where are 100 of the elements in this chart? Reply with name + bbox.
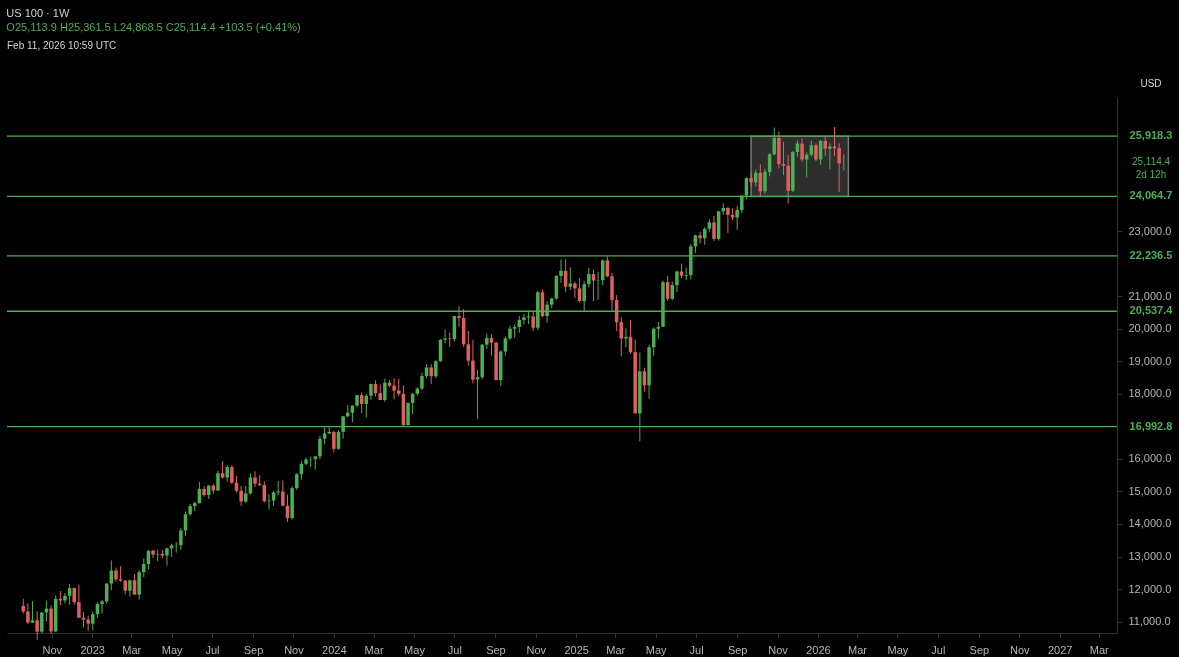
candlestick [281, 479, 285, 507]
x-tick-label: Mar [122, 643, 142, 656]
text: USD [1140, 78, 1162, 89]
candlestick [512, 324, 517, 339]
y-tick-label: 21,000.0 [1128, 289, 1172, 302]
x-tick-label: 2024 [322, 643, 347, 656]
candlestick [332, 430, 336, 453]
y-tick-label: 16,000.0 [1128, 452, 1172, 465]
candlestick [559, 258, 563, 284]
candlestick [591, 269, 596, 302]
candlestick [610, 272, 614, 311]
x-tick-label: 2027 [1047, 643, 1073, 656]
candlestick [763, 168, 767, 195]
x-tick-label: Nov [768, 643, 789, 656]
candlestick [503, 336, 508, 357]
ref-line-label: 24,064.7 [1129, 189, 1173, 202]
candlestick [832, 126, 837, 157]
ref-line-label: 22,236.5 [1129, 248, 1173, 261]
x-tick-label: May [161, 643, 183, 656]
candlestick [383, 378, 387, 403]
candlestick [216, 470, 220, 492]
x-tick-label: Sep [727, 643, 748, 656]
x-tick-label: Mar [1089, 643, 1110, 656]
chart-title: US 100 · 1W [6, 7, 70, 19]
candlestick [781, 141, 786, 176]
candlestick [137, 569, 141, 600]
candlestick [471, 339, 475, 384]
candlestick [749, 172, 753, 188]
candlestick [587, 267, 591, 288]
ref-line-label: 16,992.8 [1129, 419, 1173, 432]
candlestick [448, 332, 452, 348]
candlestick [318, 435, 322, 460]
text: 2d 12h [1135, 169, 1167, 181]
candlestick [63, 592, 67, 604]
candlestick [151, 549, 155, 559]
candlestick [443, 328, 447, 344]
candlestick [165, 547, 169, 567]
candlestick [253, 470, 257, 488]
candlestick [573, 281, 577, 299]
x-tick-label: Mar [848, 643, 868, 656]
candlestick [457, 305, 461, 328]
candlestick [735, 205, 739, 231]
candlestick [823, 136, 827, 157]
ref-line-label: 20,537.4 [1129, 304, 1174, 317]
y-tick-label: 13,000.0 [1128, 550, 1172, 563]
x-tick-label: 2023 [80, 643, 105, 656]
candlestick [429, 363, 433, 385]
candlestick [392, 377, 396, 400]
candlestick [30, 600, 35, 624]
candlestick [91, 611, 95, 631]
ref-line-label: 25,918.3 [1129, 129, 1173, 142]
candlestick [239, 485, 243, 507]
x-tick-label: May [645, 643, 668, 656]
x-tick-label: 2026 [806, 643, 831, 656]
candlestick [142, 557, 146, 578]
candlestick [712, 215, 716, 242]
x-tick-label: May [404, 643, 426, 656]
chart-subtitle: O25,113.9 H25,361.5 L24,868.5 C25,114.4 +103.5 (+0.41%) [6, 21, 301, 33]
candlestick [26, 602, 30, 625]
x-tick-label: Jul [931, 643, 946, 656]
x-tick-label: Nov [526, 643, 547, 656]
candlestick [132, 573, 137, 596]
x-tick-label: Nov [284, 643, 305, 656]
x-tick-label: Mar [606, 643, 626, 656]
x-tick-label: Jul [205, 643, 220, 656]
x-tick-label: Jul [689, 643, 704, 656]
candlestick [800, 137, 804, 162]
x-tick-label: Nov [42, 643, 63, 656]
y-tick-label: 19,000.0 [1128, 354, 1172, 367]
candlestick [698, 231, 702, 244]
x-tick-label: Sep [969, 643, 990, 656]
candlestick [726, 206, 730, 234]
candlestick [35, 610, 39, 641]
candlestick [596, 271, 600, 301]
x-tick-label: Jul [447, 643, 462, 656]
y-tick-label: 12,000.0 [1128, 582, 1172, 595]
candlestick [100, 599, 104, 614]
x-tick-label: Mar [364, 643, 384, 656]
y-tick-label: 11,000.0 [1128, 615, 1171, 628]
candlestick [276, 480, 280, 496]
candlestick [179, 527, 183, 551]
y-tick-label: 18,000.0 [1128, 387, 1172, 400]
x-tick-label: Sep [486, 643, 506, 656]
x-tick-label: Nov [1010, 643, 1031, 656]
y-tick-label: 14,000.0 [1128, 517, 1172, 530]
candlestick [202, 485, 206, 498]
x-tick-label: May [887, 643, 909, 656]
text: 25,114.4 [1131, 156, 1171, 168]
y-tick-label: 15,000.0 [1128, 484, 1172, 497]
x-tick-label: Sep [243, 643, 264, 656]
candlestick [308, 456, 313, 468]
candlestick [828, 142, 832, 170]
candlestick [531, 310, 535, 332]
text: Feb 11, 2026 10:59 UTC [7, 40, 117, 51]
y-tick-label: 23,000.0 [1128, 224, 1172, 237]
candlestick [837, 142, 841, 193]
candlestick [522, 313, 526, 325]
candlestick [230, 464, 234, 485]
candlestick [77, 584, 81, 619]
y-tick-label: 20,000.0 [1128, 322, 1172, 335]
